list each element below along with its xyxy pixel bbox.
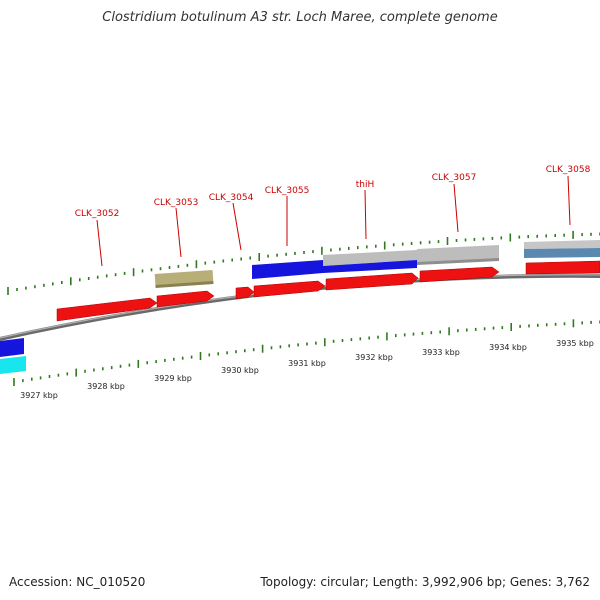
tick-label-3935: 3935 kbp bbox=[556, 339, 594, 348]
gene-label-clk3053[interactable]: CLK_3053 bbox=[154, 198, 199, 208]
forward-strand-genes bbox=[56, 260, 600, 322]
leader-clk3054 bbox=[232, 202, 242, 251]
gene-arrow-clk3054[interactable] bbox=[235, 286, 255, 300]
feature-cyan-left[interactable] bbox=[0, 356, 26, 374]
tick-label-3928: 3928 kbp bbox=[87, 382, 125, 391]
gene-label-clk3055[interactable]: CLK_3055 bbox=[265, 186, 310, 196]
gene-arrow-clk3053[interactable] bbox=[156, 290, 215, 308]
gene-arrow-clk3058[interactable] bbox=[525, 260, 600, 275]
gene-label-clk3052[interactable]: CLK_3052 bbox=[75, 209, 120, 219]
feature-blue-2[interactable] bbox=[323, 260, 417, 273]
kbp-tick-labels: 3927 kbp 3928 kbp 3929 kbp 3930 kbp 3931… bbox=[20, 339, 594, 400]
feature-blue-left[interactable] bbox=[0, 338, 24, 357]
gene-labels: CLK_3052 CLK_3053 CLK_3054 CLK_3055 thiH… bbox=[75, 165, 591, 219]
leader-clk3058 bbox=[567, 175, 571, 226]
topology-label: Topology: circular; Length: 3,992,906 bp… bbox=[260, 575, 590, 589]
tick-label-3929: 3929 kbp bbox=[154, 374, 192, 383]
gene-label-clk3057[interactable]: CLK_3057 bbox=[432, 173, 477, 183]
leader-clk3057 bbox=[453, 183, 459, 233]
tick-label-3934: 3934 kbp bbox=[489, 343, 527, 352]
gene-label-clk3058[interactable]: CLK_3058 bbox=[546, 165, 591, 175]
map-title: Clostridium botulinum A3 str. Loch Maree… bbox=[102, 10, 498, 25]
feature-gray-3[interactable] bbox=[524, 240, 600, 249]
tick-label-3927: 3927 kbp bbox=[20, 391, 58, 400]
feature-steel[interactable] bbox=[524, 248, 600, 258]
feature-khaki-shade bbox=[155, 280, 214, 289]
tick-label-3931: 3931 kbp bbox=[288, 359, 326, 368]
feature-blocks bbox=[0, 240, 600, 374]
gene-arrow-clk3057[interactable] bbox=[419, 266, 500, 283]
tick-label-3932: 3932 kbp bbox=[355, 353, 393, 362]
feature-gray-shade-2 bbox=[417, 258, 499, 265]
leader-thih bbox=[364, 189, 367, 240]
leader-clk3053 bbox=[175, 207, 182, 258]
gene-label-thih[interactable]: thiH bbox=[356, 180, 375, 190]
tick-label-3930: 3930 kbp bbox=[221, 366, 259, 375]
outer-tick-ring bbox=[7, 230, 600, 295]
feature-blue-1[interactable] bbox=[252, 260, 323, 279]
feature-gray-1[interactable] bbox=[323, 250, 417, 266]
gene-arrow-thih[interactable] bbox=[325, 272, 419, 291]
tick-label-3933: 3933 kbp bbox=[422, 348, 460, 357]
leader-clk3052 bbox=[96, 219, 103, 267]
gene-leader-lines bbox=[96, 175, 571, 267]
gene-arrow-clk3052[interactable] bbox=[56, 297, 158, 322]
accession-label: Accession: NC_010520 bbox=[9, 575, 146, 589]
gene-label-clk3054[interactable]: CLK_3054 bbox=[209, 193, 254, 203]
inner-tick-ring bbox=[13, 319, 600, 386]
gene-arrow-clk3055[interactable] bbox=[253, 280, 326, 298]
